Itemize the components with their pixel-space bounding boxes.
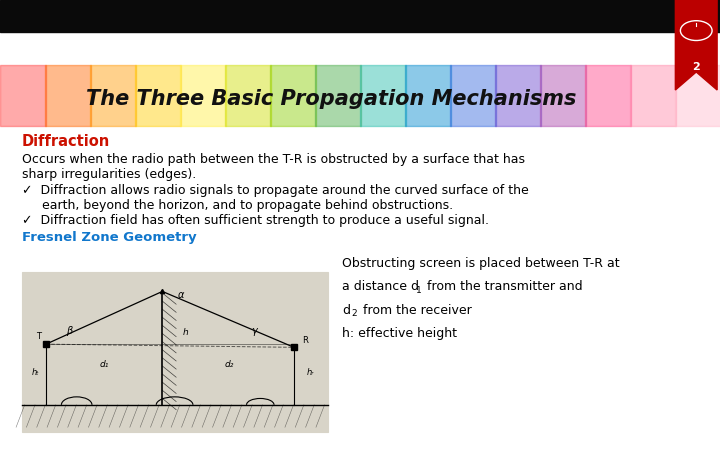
Text: h: h (182, 328, 188, 338)
Text: d₁: d₁ (99, 360, 109, 369)
Bar (405, 65, 451, 126)
Text: 2: 2 (693, 63, 700, 72)
Text: d₂: d₂ (225, 360, 235, 369)
Bar (495, 65, 541, 126)
Text: 2: 2 (351, 309, 357, 318)
Text: 1: 1 (416, 286, 421, 295)
Text: γ: γ (251, 326, 257, 336)
Bar (135, 65, 181, 126)
Bar (90, 65, 135, 126)
Text: hₜ: hₜ (32, 369, 40, 378)
Text: Occurs when the radio path between the T-R is obstructed by a surface that has: Occurs when the radio path between the T… (22, 153, 525, 166)
Bar (180, 65, 226, 126)
Bar (585, 65, 631, 126)
Bar (0, 126, 720, 450)
Bar (22, 272, 328, 432)
Bar (360, 65, 406, 126)
Bar (540, 65, 586, 126)
Text: ✓  Diffraction field has often sufficient strength to produce a useful signal.: ✓ Diffraction field has often sufficient… (22, 214, 489, 227)
Text: a distance d: a distance d (342, 280, 419, 293)
Bar (225, 65, 271, 126)
Bar (630, 65, 676, 126)
Text: ✓  Diffraction allows radio signals to propagate around the curved surface of th: ✓ Diffraction allows radio signals to pr… (22, 184, 528, 197)
Text: T: T (36, 332, 41, 341)
Text: Obstructing screen is placed between T-R at: Obstructing screen is placed between T-R… (342, 257, 620, 270)
Text: α: α (178, 290, 184, 300)
Bar (0, 0, 720, 32)
Text: d: d (342, 304, 350, 316)
Text: sharp irregularities (edges).: sharp irregularities (edges). (22, 168, 196, 181)
Text: earth, beyond the horizon, and to propagate behind obstructions.: earth, beyond the horizon, and to propag… (22, 199, 453, 212)
Bar (315, 65, 361, 126)
Text: Diffraction: Diffraction (22, 134, 110, 149)
Bar (675, 65, 720, 126)
Text: from the transmitter and: from the transmitter and (423, 280, 583, 293)
Text: from the receiver: from the receiver (359, 304, 472, 316)
Text: The Three Basic Propagation Mechanisms: The Three Basic Propagation Mechanisms (86, 89, 577, 108)
Text: hᵣ: hᵣ (307, 369, 315, 378)
Text: R: R (302, 337, 307, 346)
Bar (450, 65, 496, 126)
Bar (270, 65, 316, 126)
Text: Fresnel Zone Geometry: Fresnel Zone Geometry (22, 231, 197, 244)
Bar (45, 65, 91, 126)
Text: β: β (66, 326, 72, 336)
Bar (0, 65, 46, 126)
Polygon shape (675, 0, 717, 90)
Text: h: effective height: h: effective height (342, 327, 457, 340)
